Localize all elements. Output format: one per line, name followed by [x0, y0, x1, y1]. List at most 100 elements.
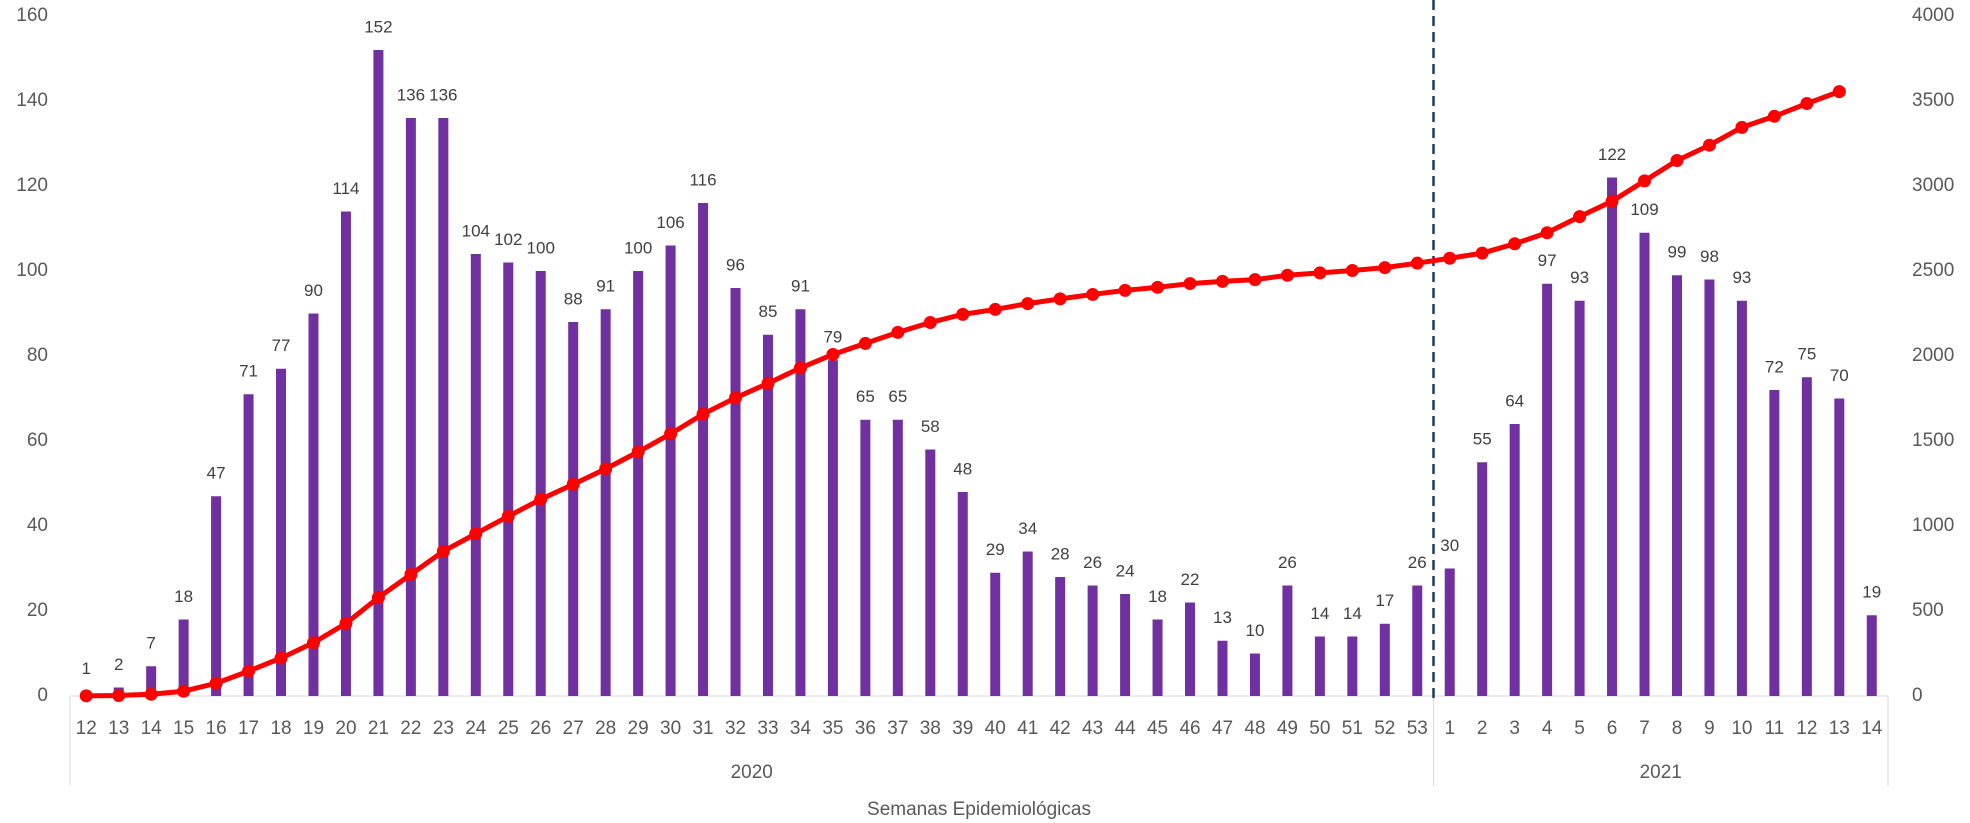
bar — [1185, 602, 1196, 696]
x-tick-label: 2 — [1477, 718, 1488, 739]
line-marker — [988, 302, 1002, 316]
value-label: 13 — [1213, 608, 1232, 627]
x-tick-label: 40 — [985, 718, 1006, 739]
line-marker — [242, 664, 256, 678]
bar — [1412, 585, 1423, 696]
x-tick-label: 13 — [108, 718, 129, 739]
line-marker — [1670, 154, 1684, 167]
line-marker — [501, 509, 515, 523]
value-label: 30 — [1440, 536, 1459, 555]
value-label: 2 — [114, 655, 123, 674]
value-label: 122 — [1598, 145, 1626, 164]
value-label: 79 — [823, 328, 842, 347]
value-label: 98 — [1700, 247, 1719, 266]
value-label: 116 — [689, 170, 716, 189]
x-tick-label: 6 — [1607, 718, 1618, 739]
bar — [373, 50, 384, 696]
line-marker — [923, 316, 937, 330]
x-axis-title: Semanas Epidemiológicas — [867, 799, 1091, 820]
y2-tick-label: 3000 — [1912, 175, 1954, 196]
value-label: 104 — [462, 221, 490, 240]
x-tick-label: 12 — [76, 718, 97, 739]
bar — [1152, 619, 1163, 696]
value-label: 29 — [986, 540, 1005, 559]
line-marker — [1410, 256, 1424, 270]
x-tick-label: 7 — [1639, 718, 1650, 739]
line-marker — [1183, 277, 1197, 291]
line-marker — [1702, 138, 1716, 152]
line-marker — [209, 676, 223, 690]
value-label: 99 — [1668, 243, 1687, 262]
value-label: 19 — [1862, 583, 1881, 602]
x-tick-label: 27 — [563, 718, 584, 739]
bar — [1542, 283, 1553, 696]
line-marker — [1832, 85, 1846, 99]
y-tick-label: 160 — [16, 5, 48, 26]
y2-tick-label: 500 — [1912, 600, 1944, 621]
x-tick-label: 12 — [1796, 718, 1817, 739]
x-tick-label: 13 — [1829, 718, 1850, 739]
x-tick-label: 39 — [952, 718, 973, 739]
line-marker — [1573, 210, 1587, 224]
line-marker — [566, 477, 580, 491]
bar — [568, 322, 579, 696]
y-tick-label: 60 — [27, 430, 48, 451]
y2-tick-label: 1500 — [1912, 430, 1954, 451]
bar — [633, 271, 644, 696]
x-tick-label: 3 — [1509, 718, 1520, 739]
x-tick-label: 24 — [465, 718, 487, 739]
line-marker — [1735, 120, 1749, 134]
value-label: 70 — [1830, 366, 1849, 385]
x-tick-label: 53 — [1407, 718, 1428, 739]
x-tick-label: 11 — [1765, 718, 1785, 739]
y-tick-label: 140 — [16, 90, 48, 111]
bar — [795, 309, 806, 696]
x-tick-label: 20 — [335, 718, 356, 739]
line-marker — [1215, 274, 1229, 288]
value-label: 10 — [1245, 621, 1264, 640]
line-marker — [956, 307, 970, 321]
value-label: 77 — [272, 336, 291, 355]
line-marker — [599, 462, 613, 476]
y-tick-label: 20 — [27, 600, 48, 621]
value-label: 18 — [174, 587, 193, 606]
y2-tick-label: 0 — [1912, 685, 1923, 706]
value-label: 48 — [953, 459, 972, 478]
x-tick-label: 26 — [530, 718, 551, 739]
bar — [1347, 636, 1358, 696]
x-tick-label: 17 — [238, 718, 259, 739]
bar — [1282, 585, 1293, 696]
line-marker — [306, 636, 320, 650]
line-marker — [1313, 266, 1327, 280]
bar — [1834, 398, 1845, 696]
group-label: 2020 — [731, 762, 773, 783]
bar — [698, 203, 709, 696]
line-marker — [1280, 268, 1294, 282]
bar — [665, 245, 676, 696]
bar — [1801, 377, 1812, 696]
bar — [1055, 577, 1066, 696]
bar — [535, 271, 546, 696]
line-marker — [112, 688, 126, 702]
bar — [405, 118, 416, 696]
bar — [308, 313, 319, 696]
bar — [1639, 232, 1650, 696]
bar — [1477, 462, 1488, 696]
x-tick-label: 42 — [1050, 718, 1071, 739]
bar — [1736, 300, 1747, 696]
bar — [1314, 636, 1325, 696]
line-marker — [339, 616, 353, 630]
line-marker — [1540, 226, 1554, 240]
bar — [860, 419, 871, 696]
y-tick-label: 120 — [16, 175, 48, 196]
value-label: 100 — [527, 238, 555, 257]
y2-tick-label: 1000 — [1912, 515, 1954, 536]
bar — [1379, 623, 1390, 696]
line-marker — [631, 445, 645, 459]
line-marker — [761, 376, 775, 390]
bar — [1769, 390, 1780, 696]
x-tick-label: 35 — [822, 718, 843, 739]
x-tick-label: 10 — [1731, 718, 1752, 739]
line-marker — [404, 567, 418, 581]
bar — [827, 360, 838, 696]
